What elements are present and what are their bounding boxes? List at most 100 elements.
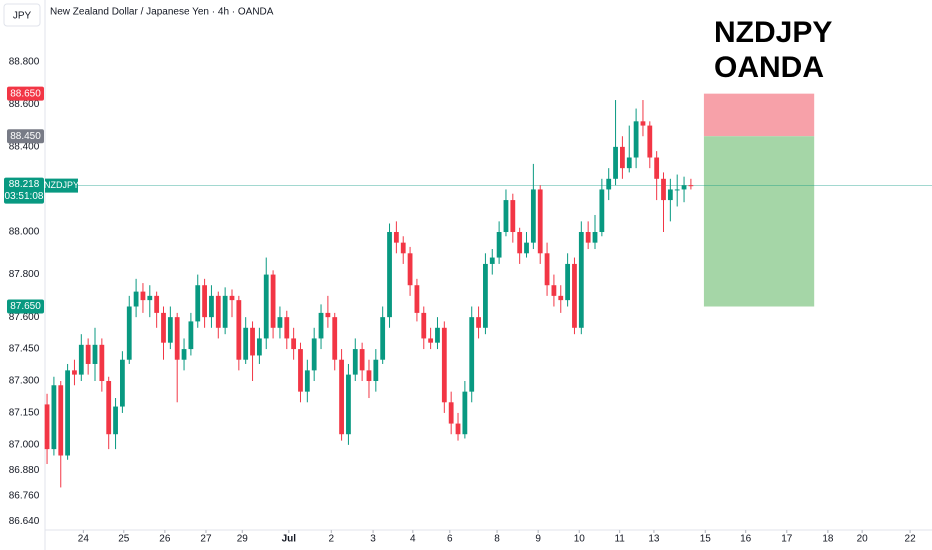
candle-body — [72, 370, 77, 375]
candle-body — [428, 338, 434, 343]
y-tick-label: 87.150 — [9, 408, 40, 419]
candle-body — [318, 312, 324, 339]
candle-body — [565, 263, 571, 301]
candle-body — [325, 312, 331, 318]
candle-body — [229, 295, 235, 301]
x-tick-label: 8 — [494, 534, 500, 545]
x-tick-label: Jul — [282, 534, 297, 545]
y-tick-label: 86.640 — [9, 516, 40, 527]
candle-body — [58, 385, 64, 456]
watermark: NZDJPY — [714, 16, 832, 49]
candle-body — [592, 232, 598, 243]
candle-body — [414, 285, 420, 313]
currency-box[interactable] — [3, 3, 41, 27]
x-tick-label: 18 — [822, 534, 834, 545]
candle-body — [476, 317, 481, 328]
candle-body — [215, 295, 221, 328]
last-price-box — [4, 177, 44, 204]
x-tick-label: 10 — [574, 534, 586, 545]
x-tick-label: 29 — [237, 534, 249, 545]
candle-body — [393, 232, 399, 243]
candle-body — [626, 157, 632, 169]
candle-body — [530, 189, 536, 243]
candle-body — [496, 232, 502, 258]
candle-body — [65, 370, 71, 456]
candle-body — [537, 189, 543, 254]
candle-body — [99, 344, 105, 382]
stop-zone — [703, 93, 815, 137]
chart-title: New Zealand Dollar / Japanese Yen · 4h ·… — [50, 7, 274, 18]
candle-body — [462, 391, 468, 435]
y-tick-label: 88.000 — [9, 227, 40, 238]
y-tick-label: 88.600 — [9, 99, 40, 110]
candle-body — [441, 327, 447, 403]
candle-body — [154, 295, 160, 313]
target-price-label-box — [7, 299, 44, 314]
x-tick-label: 22 — [905, 534, 917, 545]
candle-body — [78, 344, 84, 375]
x-tick-label: 24 — [78, 534, 90, 545]
candle-body — [256, 338, 262, 356]
candle-body — [332, 317, 338, 360]
candle-body — [647, 125, 653, 158]
y-tick-label: 87.000 — [9, 440, 40, 451]
candle-body — [455, 423, 461, 435]
candle-body — [236, 300, 242, 360]
watermark: OANDA — [714, 51, 824, 84]
y-tick-label: 86.760 — [9, 491, 40, 502]
x-tick-label: 27 — [200, 534, 212, 545]
candles — [44, 100, 694, 488]
candle-body — [613, 146, 618, 179]
last-price-label: 88.218 — [9, 179, 40, 190]
candle-body — [304, 370, 310, 392]
candle-body — [44, 404, 50, 450]
candle-body — [174, 317, 180, 360]
candle-body — [181, 349, 187, 360]
x-tick-label: 11 — [614, 534, 625, 545]
candle-body — [640, 121, 646, 126]
candle-body — [387, 232, 392, 318]
candle-body — [661, 178, 666, 201]
candle-body — [311, 338, 317, 371]
candle-body — [270, 274, 276, 328]
candle-body — [277, 317, 283, 328]
stop-price-label: 88.650 — [10, 88, 41, 99]
candle-body — [366, 370, 372, 382]
candle-body — [667, 189, 673, 201]
candle-body — [421, 312, 427, 339]
candle-body — [202, 285, 207, 318]
candle-body — [243, 327, 249, 360]
currency: JPY — [13, 11, 32, 22]
candle-body — [517, 232, 523, 254]
candle-body — [147, 295, 153, 301]
candle-body — [633, 121, 639, 158]
candle-body — [92, 344, 98, 364]
candle-body — [654, 157, 660, 179]
candle-body — [167, 317, 173, 343]
countdown: 03:51:08 — [5, 191, 44, 202]
candle-body — [400, 242, 406, 254]
candle-body — [681, 185, 687, 190]
stop-price-label-box — [7, 86, 44, 101]
entry-price-label: 88.450 — [10, 131, 41, 142]
candle-body — [133, 291, 139, 307]
candle-body — [558, 295, 564, 301]
y-tick-label: 87.450 — [9, 344, 40, 355]
candle-body — [510, 200, 516, 233]
target-price-label: 87.650 — [10, 301, 41, 312]
x-tick-label: 2 — [329, 534, 335, 545]
candle-body — [674, 189, 680, 191]
candle-body — [250, 327, 255, 356]
candle-body — [524, 242, 529, 254]
candle-body — [352, 349, 358, 375]
y-tick-label: 88.800 — [9, 56, 40, 67]
candle-body — [291, 338, 297, 350]
candle-body — [483, 263, 488, 328]
x-tick-label: 17 — [781, 534, 793, 545]
candle-body — [161, 312, 166, 343]
y-tick-label: 87.800 — [9, 269, 40, 280]
x-tick-label: 6 — [447, 534, 453, 545]
candle-body — [85, 344, 91, 364]
candle-body — [489, 257, 495, 264]
